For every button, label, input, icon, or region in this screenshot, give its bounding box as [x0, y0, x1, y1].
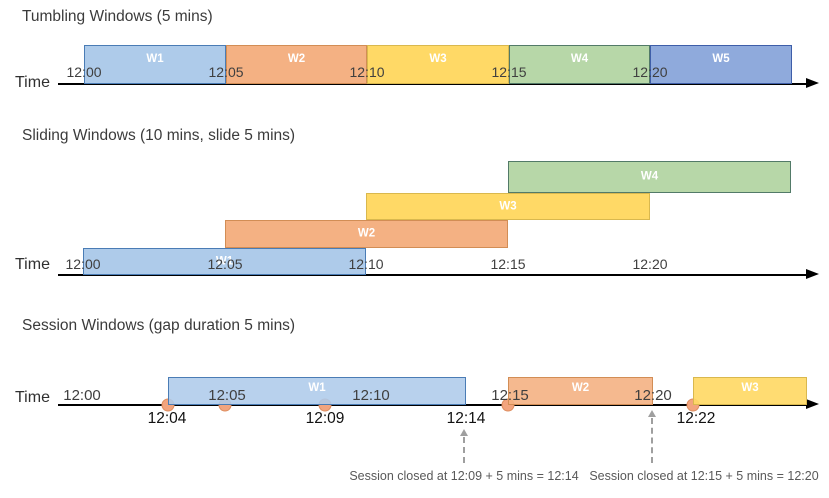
- event-label-1209: 12:09: [305, 410, 345, 427]
- window-label: W3: [741, 382, 759, 394]
- sliding-tick-1210: 12:10: [348, 256, 384, 272]
- sliding-time-label: Time: [15, 256, 50, 273]
- session-time-label: Time: [15, 389, 50, 406]
- session-window-w1: W1: [168, 377, 466, 405]
- tumbling-time-label: Time: [15, 74, 50, 91]
- session-tick-1205: 12:05: [208, 387, 246, 404]
- session-tick-1215: 12:15: [491, 387, 529, 404]
- sliding-axis-arrowhead-icon: [806, 269, 819, 279]
- tumbling-window-w2: W2: [226, 45, 367, 84]
- tumbling-tick-1205: 12:05: [208, 64, 244, 80]
- window-label: W4: [570, 53, 589, 65]
- sliding-tick-1220: 12:20: [632, 256, 668, 272]
- sliding-tick-1200: 12:00: [65, 256, 101, 272]
- session-window-w2: W2: [508, 377, 653, 405]
- tumbling-window-w1: W1: [84, 45, 226, 84]
- window-label: W2: [287, 53, 306, 65]
- sliding-title: Sliding Windows (10 mins, slide 5 mins): [22, 127, 296, 144]
- session-title: Session Windows (gap duration 5 mins): [22, 317, 296, 334]
- window-label: W3: [499, 199, 517, 212]
- window-label: W4: [640, 170, 659, 183]
- session-close-annotation-1: Session closed at 12:09 + 5 mins = 12:14: [349, 469, 579, 483]
- window-label: W3: [429, 53, 447, 65]
- window-label: W1: [308, 382, 326, 394]
- annotation-arrow-stem: [651, 418, 653, 463]
- session-axis-arrowhead-icon: [806, 399, 819, 409]
- window-label: W2: [357, 227, 376, 240]
- session-axis-line: [58, 404, 806, 406]
- session-tick-1200: 12:00: [63, 387, 101, 404]
- annotation-arrow-up-icon: [460, 429, 468, 436]
- sliding-axis-line: [58, 274, 806, 276]
- tumbling-title: Tumbling Windows (5 mins): [22, 8, 213, 25]
- window-label: W2: [571, 382, 590, 394]
- tumbling-tick-1200: 12:00: [66, 64, 102, 80]
- tumbling-tick-1210: 12:10: [349, 64, 385, 80]
- tumbling-axis-arrowhead-icon: [806, 78, 819, 88]
- sliding-tick-1215: 12:15: [490, 256, 526, 272]
- session-window-w3: W3: [693, 377, 807, 405]
- session-tick-1210: 12:10: [352, 387, 390, 404]
- window-label: W1: [146, 53, 164, 65]
- sliding-tick-1205: 12:05: [207, 256, 243, 272]
- tumbling-axis-line: [58, 83, 806, 85]
- annotation-arrow-up-icon: [648, 410, 656, 417]
- window-label: W5: [712, 53, 730, 65]
- window-label: W1: [215, 254, 234, 267]
- tumbling-window-w4: W4: [509, 45, 650, 84]
- sliding-window-w3: W3: [366, 193, 650, 220]
- tumbling-tick-1215: 12:15: [491, 64, 527, 80]
- session-close-annotation-2: Session closed at 12:15 + 5 mins = 12:20: [589, 469, 819, 483]
- sliding-window-w2: W2: [225, 220, 508, 248]
- annotation-arrow-stem: [463, 437, 465, 463]
- event-label-1204: 12:04: [147, 410, 187, 427]
- tumbling-window-w5: W5: [650, 45, 792, 84]
- session-tick-1220: 12:20: [634, 387, 672, 404]
- tumbling-tick-1220: 12:20: [632, 64, 668, 80]
- sliding-window-w1: W1: [83, 248, 366, 275]
- event-label-1214: 12:14: [446, 410, 486, 427]
- tumbling-window-w3: W3: [367, 45, 509, 84]
- event-label-1222: 12:22: [676, 410, 716, 427]
- sliding-window-w4: W4: [508, 161, 791, 193]
